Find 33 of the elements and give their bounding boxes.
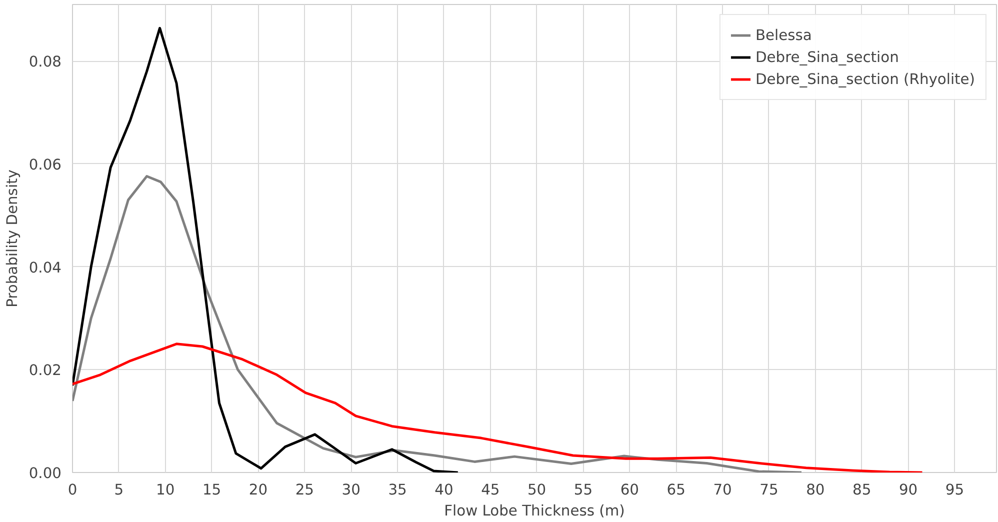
x-tick-label: 95	[945, 482, 964, 498]
x-tick-label: 15	[202, 482, 222, 498]
x-tick-label: 0	[68, 482, 78, 498]
x-tick-label: 35	[388, 482, 407, 498]
x-tick-label: 70	[713, 482, 732, 498]
y-tick-label: 0.08	[28, 54, 62, 71]
x-tick-label: 90	[898, 482, 918, 498]
x-tick-label: 5	[114, 482, 124, 498]
y-axis-title: Probability Density	[4, 169, 21, 308]
x-tick-label: 80	[806, 482, 825, 498]
x-tick-label: 50	[527, 482, 546, 498]
x-tick-label: 65	[666, 482, 686, 498]
x-tick-label: 25	[295, 482, 314, 498]
legend-label: Belessa	[755, 26, 812, 44]
x-tick-label: 45	[481, 482, 500, 498]
y-tick-label: 0.04	[28, 259, 62, 276]
x-tick-label: 60	[620, 482, 640, 498]
y-tick-label: 0.02	[28, 362, 62, 380]
x-tick-label: 75	[760, 482, 778, 498]
x-tick-label: 55	[574, 482, 593, 498]
x-tick-label: 20	[248, 482, 268, 498]
y-tick-label: 0.06	[28, 156, 62, 174]
x-tick-label: 40	[434, 482, 454, 498]
line-series	[72, 26, 460, 472]
x-tick-label: 85	[852, 482, 872, 498]
line-series	[72, 175, 803, 472]
line-series	[72, 342, 924, 472]
legend-label: Debre_Sina_section	[755, 48, 899, 66]
x-axis-title: Flow Lobe Thickness (m)	[444, 502, 625, 520]
x-tick-label: 30	[342, 482, 360, 498]
x-tick-label: 10	[156, 482, 175, 498]
legend-label: Debre_Sina_section (Rhyolite)	[755, 70, 975, 88]
y-tick-label: 0.00	[28, 465, 62, 482]
